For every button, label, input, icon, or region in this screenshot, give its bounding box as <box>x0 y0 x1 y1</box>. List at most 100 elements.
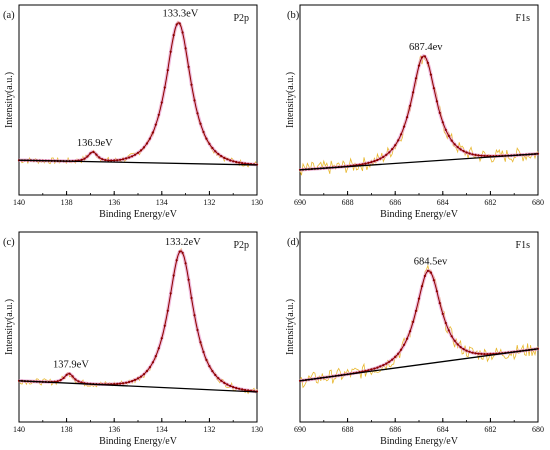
envelope-point <box>406 337 409 340</box>
background-line <box>299 348 539 382</box>
x-tick-label: 136 <box>108 425 120 434</box>
envelope-line <box>19 22 258 166</box>
chart-panel-4: 690 688 686 684 682 680 Binding Energy/eV Inten… <box>285 231 544 447</box>
envelope-point <box>438 302 441 305</box>
envelope-point <box>394 144 397 147</box>
envelope-point <box>406 116 409 119</box>
envelope-point <box>486 353 489 356</box>
envelope-point <box>456 146 459 149</box>
envelope-point <box>68 372 71 375</box>
x-tick-label: 138 <box>61 198 73 207</box>
x-tick-label: 686 <box>389 425 401 434</box>
envelope-point <box>217 152 220 156</box>
envelope-point <box>382 155 385 158</box>
envelope-point <box>145 370 148 373</box>
envelope-point <box>169 50 172 53</box>
envelope-point <box>435 100 438 103</box>
envelope-point <box>465 151 468 154</box>
envelope-point <box>456 343 459 346</box>
envelope-point <box>388 151 391 154</box>
envelope-point <box>241 162 244 165</box>
envelope-point <box>388 360 391 363</box>
background-line <box>18 159 258 166</box>
envelope-point <box>175 259 178 262</box>
envelope-point <box>441 121 444 124</box>
envelope-point <box>420 56 424 59</box>
envelope-point <box>432 87 435 90</box>
envelope-point <box>432 279 435 282</box>
envelope-point <box>474 352 477 355</box>
envelope-point <box>202 350 205 354</box>
y-axis-label: Intensity(a.u.) <box>285 299 296 355</box>
envelope-point <box>379 157 382 160</box>
envelope-point <box>226 158 229 161</box>
envelope-point <box>367 369 370 372</box>
envelope-point <box>468 152 471 155</box>
envelope-point <box>444 321 447 325</box>
envelope-point <box>202 130 205 134</box>
envelope-point <box>92 150 95 154</box>
envelope-point <box>136 377 140 380</box>
envelope-point <box>142 146 145 149</box>
envelope-point <box>214 150 217 153</box>
envelope-point <box>98 156 101 159</box>
envelope-point <box>125 157 128 160</box>
envelope-point <box>417 64 421 67</box>
envelope-point <box>196 328 199 332</box>
fitted-peak-line <box>19 20 258 167</box>
x-axis-label: Binding Energy/eV <box>99 436 178 447</box>
envelope-point <box>163 86 166 89</box>
fitted-peak-line <box>299 53 539 172</box>
x-tick-label: 680 <box>532 425 544 434</box>
envelope-point <box>217 377 220 380</box>
envelope-point <box>244 388 247 392</box>
envelope-point <box>471 351 474 354</box>
x-tick-label: 138 <box>61 425 73 434</box>
envelope-point <box>450 335 453 338</box>
envelope-point <box>400 133 403 136</box>
envelope-point <box>397 139 400 142</box>
envelope-point <box>128 380 131 384</box>
x-tick-label: 682 <box>484 425 496 434</box>
envelope-point <box>459 148 462 151</box>
envelope-point <box>133 153 137 156</box>
envelope-point <box>190 83 193 86</box>
envelope-point <box>214 373 217 377</box>
envelope-point <box>184 262 187 265</box>
envelope-point <box>113 159 116 162</box>
envelope-point <box>480 154 483 157</box>
envelope-point <box>385 362 388 365</box>
envelope-point <box>394 355 397 358</box>
envelope-point <box>157 113 160 116</box>
envelope-point <box>420 285 424 288</box>
envelope-point <box>414 309 418 312</box>
envelope-point <box>391 358 394 361</box>
envelope-point <box>223 156 226 159</box>
envelope-point <box>119 382 122 385</box>
envelope-point <box>172 34 175 37</box>
envelope-point <box>163 324 166 327</box>
envelope-point <box>71 375 74 378</box>
envelope-point <box>441 312 444 315</box>
x-tick-label: 132 <box>203 198 215 207</box>
envelope-point <box>468 350 471 353</box>
background-line <box>299 153 539 171</box>
envelope-point <box>382 364 385 367</box>
envelope-point <box>59 379 62 382</box>
envelope-point <box>462 150 465 153</box>
x-tick-label: 140 <box>13 198 25 207</box>
envelope-point <box>397 352 400 355</box>
envelope-point <box>101 158 104 161</box>
envelope-point <box>223 381 226 384</box>
envelope-point <box>370 368 373 371</box>
envelope-point <box>77 380 80 383</box>
envelope-point <box>208 365 211 368</box>
envelope-point <box>462 348 465 351</box>
envelope-point <box>80 158 83 161</box>
envelope-point <box>83 157 86 160</box>
envelope-point <box>232 386 235 389</box>
envelope-point <box>181 31 184 34</box>
envelope-point <box>184 47 187 50</box>
envelope-point <box>367 161 370 164</box>
